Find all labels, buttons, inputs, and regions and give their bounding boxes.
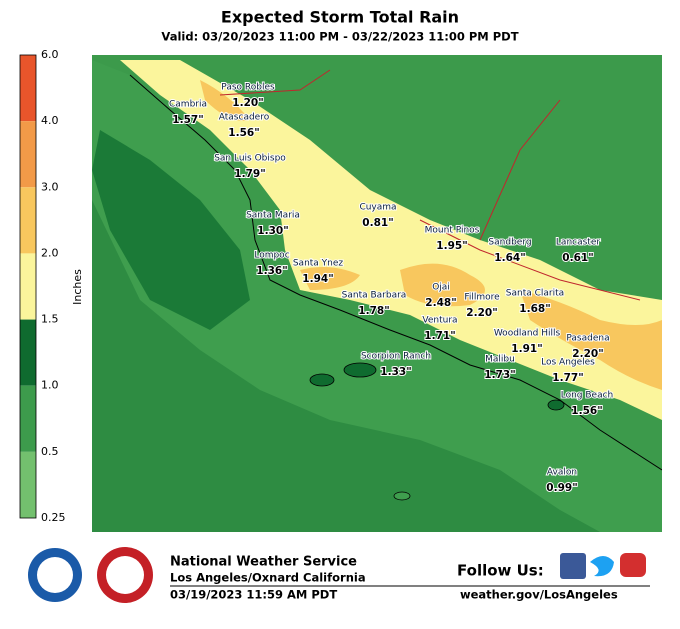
roads [219,69,641,301]
station-amount: 2.20" [572,348,603,360]
colorbar-band [20,55,36,122]
station-name: Woodland Hills [494,329,561,339]
station-name: Santa Barbara [342,291,407,301]
colorbar-band [20,385,36,452]
colorbar-tick-label: 3.0 [41,180,59,193]
station-amount: 1.68" [519,303,550,315]
station-amount: 1.91" [511,343,542,355]
station-name: Ojai [432,283,450,293]
title: Expected Storm Total Rain [221,8,459,27]
map [92,55,662,532]
island [309,373,335,387]
station-amount: 1.33" [380,366,411,378]
colorbar-band [20,451,36,518]
station-name: Avalon [547,468,577,478]
coastal-green [92,130,250,330]
station-amount: 1.73" [484,369,515,381]
colorbar-band [20,319,36,386]
station-name: Scorpion Ranch [361,352,431,362]
colorbar-tick-label: 1.0 [41,379,59,392]
station-name: Fillmore [464,293,500,303]
island [393,491,411,501]
noaa-logo-inner [37,557,73,593]
station-name: Sandberg [488,238,531,248]
station-name: Ventura [422,316,457,326]
station-name: San Luis Obispo [214,154,286,164]
colorbar-tick-label: 6.0 [41,48,59,61]
station-amount: 0.99" [546,482,577,494]
station-name: Malibu [485,355,515,365]
station-name: Lancaster [556,238,600,248]
website[interactable]: weather.gov/LosAngeles [460,588,618,602]
station-amount: 1.95" [436,240,467,252]
offshore [92,200,600,532]
stations: Paso Robles 1.20" Cambria 1.57" Atascadero 1.… [168,82,614,496]
station-amount: 1.94" [302,273,333,285]
colorbar-tick-label: 1.5 [41,313,59,326]
issued: 03/19/2023 11:59 AM PDT [170,588,337,602]
station-name: Lompoc [254,251,289,261]
station-name: Pasadena [566,334,609,344]
station-name: Cambria [169,100,207,110]
station-amount: 0.81" [362,217,393,229]
station-amount: 1.56" [571,405,602,417]
station-name: Atascadero [219,113,270,123]
station-amount: 1.71" [424,330,455,342]
station-name: Long Beach [561,391,614,401]
heavy-rain [200,80,662,390]
island [343,362,377,378]
station-amount: 1.20" [232,97,263,109]
station-amount: 0.61" [562,252,593,264]
station-amount: 1.77" [552,372,583,384]
coastline [129,74,662,471]
station-amount: 1.57" [172,114,203,126]
station-amount: 1.78" [358,305,389,317]
island [547,399,565,411]
colorbar-tick-label: 0.25 [41,511,66,524]
colorbar-band [20,187,36,254]
station-amount: 2.48" [425,297,456,309]
rain-band [120,60,662,420]
logos [28,547,153,603]
twitter-icon[interactable] [590,556,614,577]
colorbar-tick-label: 4.0 [41,114,59,127]
colorbar-tick-label: 0.5 [41,445,59,458]
subtitle: Valid: 03/20/2023 11:00 PM - 03/22/2023 … [161,30,518,44]
station-amount: 1.30" [257,225,288,237]
station-amount: 2.20" [466,307,497,319]
nws-logo-inner [106,556,144,594]
station-name: Santa Clarita [506,289,564,299]
colorbar: 6.0 4.0 3.0 2.0 1.5 1.0 0.5 0.25 [19,48,66,524]
office: Los Angeles/Oxnard California [170,571,366,585]
station-name: Cuyama [359,203,396,213]
station-name: Paso Robles [221,83,275,93]
station-name: Mount Pinos [425,226,480,236]
station-amount: 1.56" [228,127,259,139]
station-name: Santa Maria [246,211,300,221]
colorbar-band [20,253,36,320]
station-amount: 1.79" [234,168,265,180]
youtube-icon[interactable] [620,553,646,577]
agency: National Weather Service [170,555,357,570]
colorbar-label: Inches [71,269,84,305]
station-name: Santa Ynez [293,259,344,269]
follow: Follow Us: [457,562,544,580]
colorbar-frame [19,54,37,519]
colorbar-tick-label: 2.0 [41,246,59,259]
station-name: Los Angeles [541,358,595,368]
facebook-icon[interactable] [560,553,586,579]
station-amount: 1.36" [256,265,287,277]
station-amount: 1.64" [494,252,525,264]
colorbar-band [20,121,36,188]
